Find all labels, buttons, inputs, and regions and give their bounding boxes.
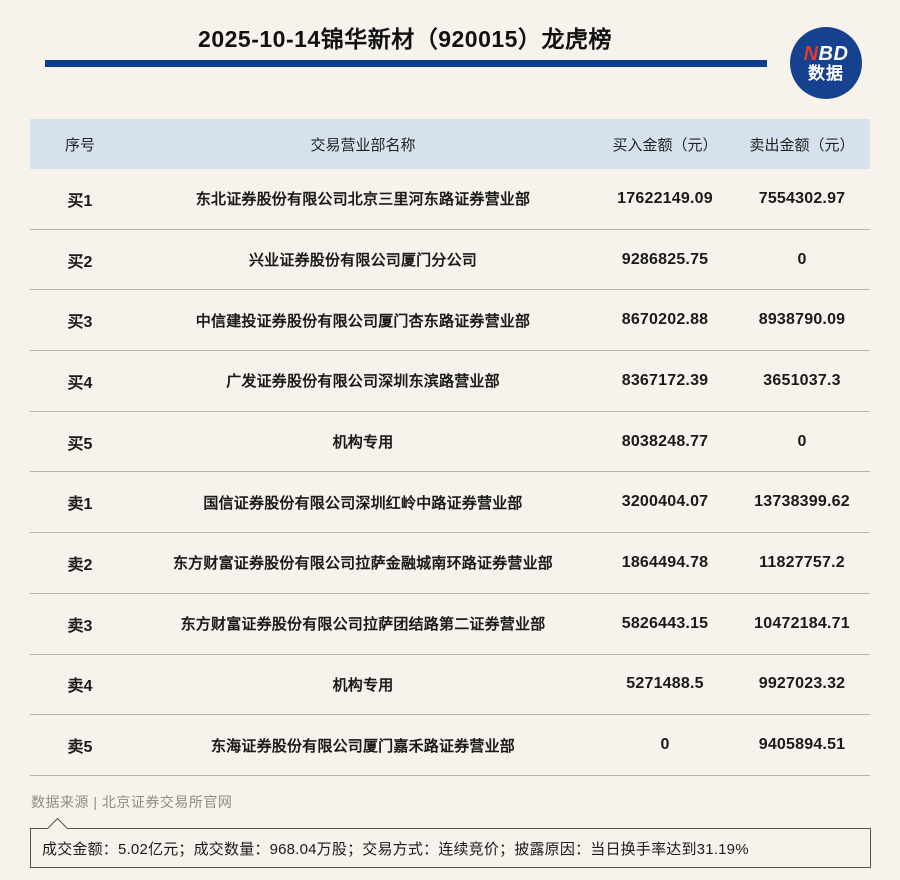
col-header-sell-amount: 卖出金额（元） <box>749 136 855 154</box>
sell-amount-cell: 9405894.51 <box>758 736 846 754</box>
branch-name-cell: 东方财富证券股份有限公司拉萨团结路第二证券营业部 <box>180 616 546 634</box>
table-row: 买2 兴业证券股份有限公司厦门分公司 9286825.75 0 <box>30 229 870 291</box>
buy-amount-cell: 8038248.77 <box>621 432 709 450</box>
branch-name-cell: 机构专用 <box>332 676 394 694</box>
rank-cell: 卖2 <box>67 556 93 574</box>
buy-amount-cell: 17622149.09 <box>617 189 713 207</box>
branch-name-cell: 东北证券股份有限公司北京三里河东路证券营业部 <box>195 191 531 209</box>
table-row: 卖3 东方财富证券股份有限公司拉萨团结路第二证券营业部 5826443.15 1… <box>30 593 870 655</box>
table-row: 买1 东北证券股份有限公司北京三里河东路证券营业部 17622149.09 75… <box>30 169 870 230</box>
rank-cell: 卖3 <box>67 617 93 635</box>
sell-amount-cell: 13738399.62 <box>754 493 850 511</box>
table-header-row: 序号 交易营业部名称 买入金额（元） 卖出金额（元） <box>30 119 870 169</box>
rank-cell: 买3 <box>67 314 93 332</box>
table-row: 卖4 机构专用 5271488.5 9927023.32 <box>30 654 870 716</box>
table-row: 卖5 东海证券股份有限公司厦门嘉禾路证券营业部 0 9405894.51 <box>30 715 870 776</box>
sell-amount-cell: 11827757.2 <box>759 553 845 571</box>
branch-name-cell: 东海证券股份有限公司厦门嘉禾路证券营业部 <box>210 737 515 755</box>
rank-cell: 卖5 <box>67 739 93 757</box>
table-row: 卖2 东方财富证券股份有限公司拉萨金融城南环路证券营业部 1864494.78 … <box>30 533 870 594</box>
buy-amount-cell: 9286825.75 <box>621 250 709 268</box>
sell-amount-cell: 0 <box>797 250 807 268</box>
table-row: 买5 机构专用 8038248.77 0 <box>30 411 870 473</box>
nbd-logo-n: N <box>803 42 819 65</box>
col-header-branch: 交易营业部名称 <box>310 136 416 154</box>
rank-cell: 卖4 <box>67 678 93 696</box>
table-body: 买1 东北证券股份有限公司北京三里河东路证券营业部 17622149.09 75… <box>30 169 870 776</box>
page-title: 2025-10-14锦华新材（920015）龙虎榜 <box>198 26 612 52</box>
branch-name-cell: 兴业证券股份有限公司厦门分公司 <box>248 252 477 270</box>
nbd-logo: NBD 数据 <box>790 27 862 99</box>
buy-amount-cell: 8670202.88 <box>621 311 709 329</box>
nbd-logo-text: NBD <box>803 42 849 65</box>
buy-amount-cell: 1864494.78 <box>621 553 709 571</box>
buy-amount-cell: 0 <box>660 736 670 754</box>
table-row: 买3 中信建投证券股份有限公司厦门杏东路证券营业部 8670202.88 893… <box>30 290 870 352</box>
buy-amount-cell: 3200404.07 <box>621 493 709 511</box>
disclosure-note-text: 成交金额：5.02亿元；成交数量：968.04万股；交易方式：连续竞价；披露原因… <box>42 840 749 858</box>
buy-amount-cell: 5271488.5 <box>626 675 704 693</box>
sell-amount-cell: 9927023.32 <box>758 675 846 693</box>
branch-name-cell: 国信证券股份有限公司深圳红岭中路证券营业部 <box>203 494 523 512</box>
nbd-logo-subtext: 数据 <box>808 63 844 83</box>
callout-notch <box>46 817 69 840</box>
sell-amount-cell: 10472184.71 <box>754 614 850 632</box>
sell-amount-cell: 3651037.3 <box>763 371 841 389</box>
header: 2025-10-14锦华新材（920015）龙虎榜 NBD 数据 <box>0 0 900 118</box>
rank-cell: 买1 <box>67 192 93 210</box>
rank-cell: 买5 <box>67 435 93 453</box>
branch-name-cell: 中信建投证券股份有限公司厦门杏东路证券营业部 <box>195 312 531 330</box>
rank-cell: 买4 <box>67 374 93 392</box>
disclosure-note-box: 成交金额：5.02亿元；成交数量：968.04万股；交易方式：连续竞价；披露原因… <box>30 817 871 868</box>
sell-amount-cell: 0 <box>797 432 807 450</box>
buy-amount-cell: 5826443.15 <box>621 614 709 632</box>
rank-cell: 买2 <box>67 253 93 271</box>
sell-amount-cell: 7554302.97 <box>758 189 846 207</box>
col-header-rank: 序号 <box>64 136 95 154</box>
branch-name-cell: 机构专用 <box>332 434 394 452</box>
branch-name-cell: 东方财富证券股份有限公司拉萨金融城南环路证券营业部 <box>172 555 553 573</box>
title-underline-bar <box>45 60 767 67</box>
rank-cell: 卖1 <box>67 496 93 514</box>
sell-amount-cell: 8938790.09 <box>758 311 846 329</box>
table-row: 卖1 国信证券股份有限公司深圳红岭中路证券营业部 3200404.07 1373… <box>30 472 870 534</box>
table-row: 买4 广发证券股份有限公司深圳东滨路营业部 8367172.39 3651037… <box>30 351 870 412</box>
data-source-label: 数据来源 | 北京证券交易所官网 <box>31 794 233 810</box>
lhb-table: 序号 交易营业部名称 买入金额（元） 卖出金额（元） 买1 东北证券股份有限公司… <box>30 119 870 776</box>
buy-amount-cell: 8367172.39 <box>621 371 709 389</box>
col-header-buy-amount: 买入金额（元） <box>612 136 718 154</box>
nbd-logo-bd: BD <box>818 42 849 65</box>
branch-name-cell: 广发证券股份有限公司深圳东滨路营业部 <box>226 373 500 391</box>
